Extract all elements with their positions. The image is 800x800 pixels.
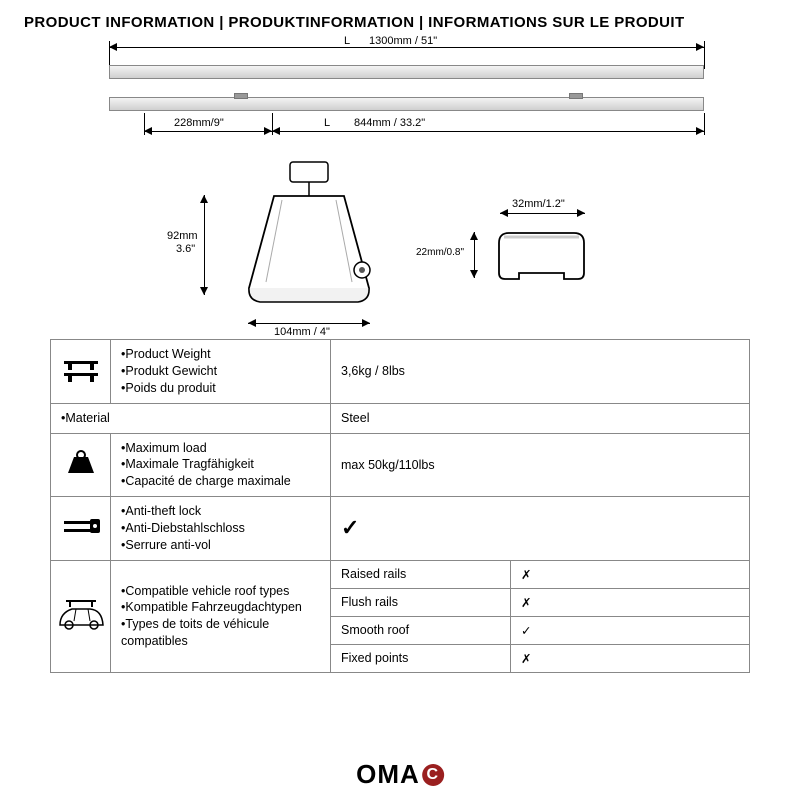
dim-label-ph: 22mm/0.8" — [416, 247, 464, 258]
row-labels: •Compatible vehicle roof types •Kompatib… — [111, 560, 331, 672]
ext-line — [704, 113, 705, 135]
lock-icon — [51, 497, 111, 561]
bracket-bump — [569, 93, 583, 99]
row-labels: •Anti-theft lock •Anti-Diebstahlschloss … — [111, 497, 331, 561]
row-value: max 50kg/110lbs — [331, 433, 750, 497]
label-line: •Anti-Diebstahlschloss — [121, 520, 320, 537]
table-row: •Maximum load •Maximale Tragfähigkeit •C… — [51, 433, 750, 497]
compat-name: Raised rails — [331, 560, 511, 588]
dim-label-width: 104mm / 4" — [274, 326, 330, 338]
dim-line — [248, 323, 370, 324]
compat-value: ✗ — [511, 560, 750, 588]
label-line: •Types de toits de véhicule compatibles — [121, 616, 320, 650]
car-icon — [51, 560, 111, 672]
label-line: •Poids du produit — [121, 380, 320, 397]
row-value: ✓ — [331, 497, 750, 561]
compat-value: ✗ — [511, 588, 750, 616]
logo-accent: C — [422, 764, 444, 786]
dim-line — [204, 195, 205, 295]
dim-line — [144, 131, 272, 132]
spec-table: •Product Weight •Produkt Gewicht •Poids … — [50, 339, 750, 673]
dim-line — [272, 131, 704, 132]
label-line: •Product Weight — [121, 346, 320, 363]
row-value: 3,6kg / 8lbs — [331, 340, 750, 404]
bars-icon — [51, 340, 111, 404]
compat-name: Fixed points — [331, 644, 511, 672]
technical-diagram: L 1300mm / 51" 228mm/9" L 844mm / 33.2" … — [24, 35, 776, 335]
row-labels: •Product Weight •Produkt Gewicht •Poids … — [111, 340, 331, 404]
label-line: •Anti-theft lock — [121, 503, 320, 520]
row-value: Steel — [331, 403, 750, 433]
brand-logo: OMAC — [356, 759, 444, 790]
ext-line — [704, 41, 705, 69]
logo-text: OMA — [356, 759, 420, 790]
label-line: •Capacité de charge maximale — [121, 473, 320, 490]
dim-label-h2: 3.6" — [176, 243, 195, 255]
weight-icon — [51, 433, 111, 497]
dim-label-L: L — [344, 35, 350, 47]
dim-line — [109, 47, 704, 48]
dim-label-h1: 92mm — [167, 230, 198, 242]
table-row: •Material Steel — [51, 403, 750, 433]
compat-name: Flush rails — [331, 588, 511, 616]
row-labels: •Maximum load •Maximale Tragfähigkeit •C… — [111, 433, 331, 497]
compat-value: ✗ — [511, 644, 750, 672]
label-line: •Compatible vehicle roof types — [121, 583, 320, 600]
dim-label-inner: 844mm / 33.2" — [354, 117, 425, 129]
label-line: •Kompatible Fahrzeugdachtypen — [121, 599, 320, 616]
dim-label-top-length: 1300mm / 51" — [369, 35, 437, 47]
dim-label-offset: 228mm/9" — [174, 117, 224, 129]
dim-label-L2: L — [324, 117, 330, 129]
bracket-bump — [234, 93, 248, 99]
label-line: •Serrure anti-vol — [121, 537, 320, 554]
second-bar — [109, 97, 704, 111]
table-row: •Compatible vehicle roof types •Kompatib… — [51, 560, 750, 588]
table-row: •Anti-theft lock •Anti-Diebstahlschloss … — [51, 497, 750, 561]
profile-drawing — [484, 215, 604, 305]
label-line: •Material — [61, 410, 320, 427]
row-labels: •Material — [51, 403, 331, 433]
page-title: PRODUCT INFORMATION | PRODUKTINFORMATION… — [0, 0, 800, 35]
dim-line — [500, 213, 585, 214]
foot-drawing — [214, 160, 394, 325]
label-line: •Produkt Gewicht — [121, 363, 320, 380]
label-line: •Maximale Tragfähigkeit — [121, 456, 320, 473]
compat-name: Smooth roof — [331, 616, 511, 644]
compat-value: ✓ — [511, 616, 750, 644]
dim-line — [474, 232, 475, 278]
label-line: •Maximum load — [121, 440, 320, 457]
top-bar — [109, 65, 704, 79]
dim-label-pw: 32mm/1.2" — [512, 198, 565, 210]
table-row: •Product Weight •Produkt Gewicht •Poids … — [51, 340, 750, 404]
